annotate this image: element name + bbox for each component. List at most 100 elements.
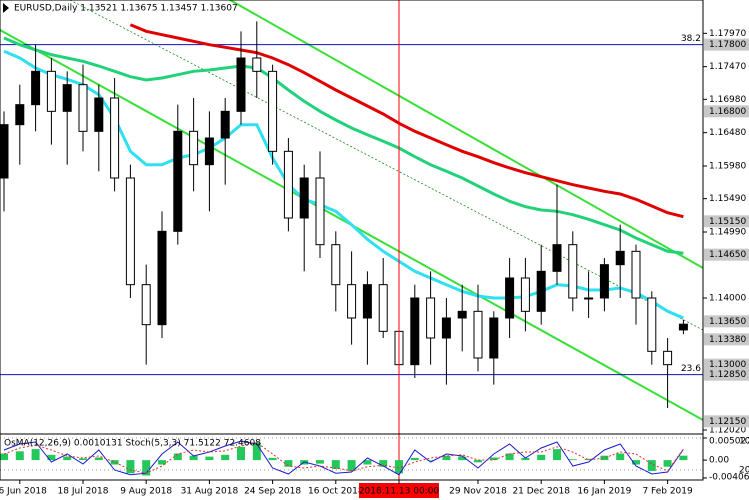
price-label: 1.13000	[709, 360, 746, 370]
candle-body	[157, 230, 167, 326]
cursor-label-bg	[359, 483, 439, 498]
candle-body	[189, 130, 199, 166]
candle-body	[378, 284, 388, 332]
candle-body	[94, 97, 104, 132]
osma-bar	[268, 457, 277, 461]
osma-bar	[395, 460, 403, 474]
price-box	[704, 333, 749, 346]
osma-bar	[158, 460, 166, 465]
candle-body	[599, 264, 609, 299]
osma-bar	[663, 460, 672, 467]
osma-bar	[331, 460, 340, 469]
candle-body	[631, 250, 641, 299]
candle-body	[125, 177, 135, 286]
osma-bar	[458, 456, 467, 461]
osma-bar	[252, 442, 261, 461]
y-tick-label: 1.17970	[709, 29, 746, 39]
candle-body	[173, 130, 183, 232]
osma-bar	[0, 453, 8, 461]
candle-body	[31, 70, 41, 106]
osma-bar	[15, 451, 24, 461]
x-tick-label: 24 Sep 2018	[244, 487, 301, 497]
osma-bar	[442, 455, 451, 461]
osma-bar	[363, 460, 372, 465]
candle-body	[362, 284, 372, 319]
osma-bar	[284, 460, 293, 467]
x-tick-label: 7 Feb 2019	[642, 487, 693, 497]
candle-body	[489, 317, 499, 359]
candle-body	[473, 310, 483, 359]
x-tick-label: 16 Jan 2019	[577, 487, 631, 497]
price-box	[704, 105, 749, 118]
y-tick-label: 1.12020	[709, 426, 746, 436]
title-arrow	[3, 3, 9, 13]
y-tick-label: 1.14000	[709, 294, 746, 304]
price-label: 1.12850	[709, 370, 746, 380]
osma-bar	[474, 460, 482, 463]
price-box	[704, 38, 749, 51]
osma-bar	[600, 455, 609, 461]
price-label: 1.16800	[709, 107, 746, 117]
price-label: 1.13650	[709, 317, 746, 327]
osma-bar	[110, 460, 119, 465]
x-tick-label: 9 Aug 2018	[120, 487, 172, 497]
osc-tick-label: 0.00	[709, 456, 729, 466]
osma-bar	[126, 460, 135, 474]
osma-bar	[221, 454, 230, 461]
candle-body	[0, 124, 9, 179]
oscillator-title: OsMA(12,26,9) 0.0010131 Stoch(5,3,3) 71.…	[4, 439, 261, 449]
candle-body	[347, 284, 357, 319]
candle-body	[647, 297, 657, 352]
stoch-tick-label: 100	[739, 437, 749, 447]
y-tick-label: 1.15490	[709, 194, 746, 204]
candle-body	[331, 244, 341, 286]
candle-body	[552, 244, 562, 272]
candle-body	[204, 137, 214, 166]
candle-body	[663, 350, 673, 366]
osma-bar	[347, 460, 356, 472]
price-box	[704, 248, 749, 261]
osma-bar	[616, 453, 625, 461]
osma-bar	[521, 457, 530, 461]
stoch-tick-label: 20	[739, 466, 749, 476]
y-tick-label: 1.16980	[709, 95, 746, 105]
osma-bar	[426, 460, 435, 461]
candle-body	[78, 84, 88, 132]
candle-body	[220, 110, 230, 139]
candle-body	[283, 150, 293, 219]
candle-body	[141, 284, 151, 326]
candle-body	[236, 57, 246, 112]
osma-bar	[410, 457, 419, 461]
osc-tick-label: -0.0040650	[709, 473, 749, 483]
y-tick-label: 1.17470	[709, 62, 746, 72]
osma-bar	[584, 458, 593, 461]
candle-body	[252, 57, 262, 72]
osma-bar	[537, 454, 546, 461]
x-tick-label: 29 Nov 2018	[449, 487, 507, 497]
osma-bar	[142, 460, 151, 476]
stoch-line	[3, 442, 684, 474]
candle-body	[505, 277, 515, 319]
osma-bar	[568, 459, 577, 461]
osma-bar	[647, 460, 656, 472]
price-box	[704, 315, 749, 328]
stoch-line	[3, 440, 684, 476]
candle-body	[15, 104, 25, 126]
price-label: 1.13380	[709, 335, 746, 345]
osma-bar	[679, 455, 688, 461]
candle-body	[110, 97, 120, 179]
candle-body	[441, 317, 451, 339]
level-label: 23.6	[681, 364, 701, 374]
candle-body	[615, 250, 625, 266]
x-tick-label: 2018.11.13 00:00	[359, 487, 440, 497]
candle-body	[584, 297, 594, 300]
osma-bar	[205, 456, 214, 461]
trendline	[69, 0, 704, 331]
candle-body	[299, 177, 309, 219]
moving-average	[3, 36, 684, 255]
osma-bar	[379, 460, 388, 467]
osc-tick-label: 0.0050275	[709, 437, 749, 447]
candle-body	[520, 277, 530, 312]
